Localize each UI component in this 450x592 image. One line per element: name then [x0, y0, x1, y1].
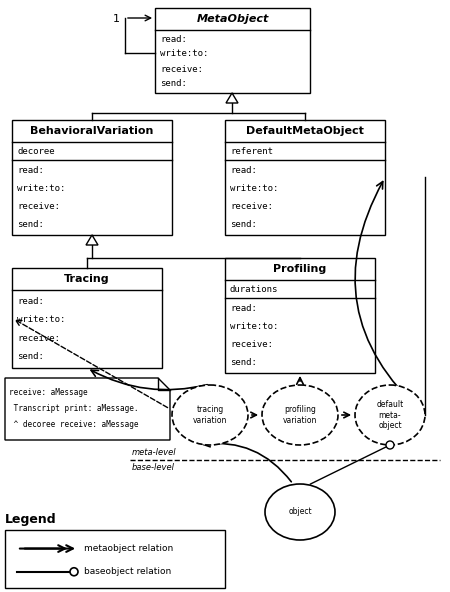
- Text: Legend: Legend: [5, 513, 57, 526]
- Ellipse shape: [262, 385, 338, 445]
- Text: send:: send:: [160, 79, 187, 88]
- Text: BehavioralVariation: BehavioralVariation: [30, 126, 154, 136]
- Ellipse shape: [265, 484, 335, 540]
- Text: receive:: receive:: [17, 334, 60, 343]
- Text: baseobject relation: baseobject relation: [84, 567, 171, 576]
- Bar: [225, 120, 385, 235]
- Text: receive:: receive:: [160, 65, 203, 73]
- Text: read:: read:: [17, 297, 44, 305]
- Text: send:: send:: [230, 358, 257, 367]
- Bar: [12, 268, 162, 368]
- Text: write:to:: write:to:: [17, 315, 65, 324]
- Text: read:: read:: [17, 166, 44, 175]
- Ellipse shape: [355, 385, 425, 445]
- Text: read:: read:: [230, 304, 257, 313]
- Polygon shape: [86, 235, 98, 245]
- Text: write:to:: write:to:: [160, 50, 208, 59]
- Text: profiling
variation: profiling variation: [283, 406, 317, 424]
- Text: DefaultMetaObject: DefaultMetaObject: [246, 126, 364, 136]
- Bar: [155, 8, 310, 93]
- Circle shape: [70, 568, 78, 576]
- Text: MetaObject: MetaObject: [196, 14, 269, 24]
- Text: meta-level: meta-level: [132, 448, 176, 457]
- Text: default
meta-
object: default meta- object: [376, 400, 404, 430]
- Text: Transcript print: aMessage.: Transcript print: aMessage.: [9, 404, 139, 413]
- Bar: [225, 258, 375, 373]
- Text: read:: read:: [230, 166, 257, 175]
- Text: tracing
variation: tracing variation: [193, 406, 227, 424]
- Text: read:: read:: [160, 34, 187, 43]
- Text: base-level: base-level: [132, 463, 175, 472]
- Ellipse shape: [172, 385, 248, 445]
- Text: Tracing: Tracing: [64, 274, 110, 284]
- Text: send:: send:: [17, 352, 44, 361]
- Bar: [12, 120, 172, 235]
- Text: ^ decoree receive: aMessage: ^ decoree receive: aMessage: [9, 420, 139, 429]
- Text: referent: referent: [230, 146, 273, 156]
- Circle shape: [386, 441, 394, 449]
- Text: metaobject relation: metaobject relation: [84, 544, 173, 553]
- Text: receive:: receive:: [17, 202, 60, 211]
- Text: send:: send:: [230, 220, 257, 229]
- Text: write:to:: write:to:: [230, 184, 279, 193]
- Text: write:to:: write:to:: [230, 322, 279, 331]
- Bar: [5, 530, 225, 588]
- Polygon shape: [5, 378, 170, 440]
- Text: receive:: receive:: [230, 340, 273, 349]
- Text: send:: send:: [17, 220, 44, 229]
- Text: write:to:: write:to:: [17, 184, 65, 193]
- Text: durations: durations: [230, 285, 279, 294]
- Text: object: object: [288, 507, 312, 516]
- Text: receive:: receive:: [230, 202, 273, 211]
- Text: receive: aMessage: receive: aMessage: [9, 388, 88, 397]
- Text: decoree: decoree: [17, 146, 54, 156]
- Text: 1: 1: [113, 14, 120, 24]
- Text: Profiling: Profiling: [274, 264, 327, 274]
- Polygon shape: [226, 93, 238, 103]
